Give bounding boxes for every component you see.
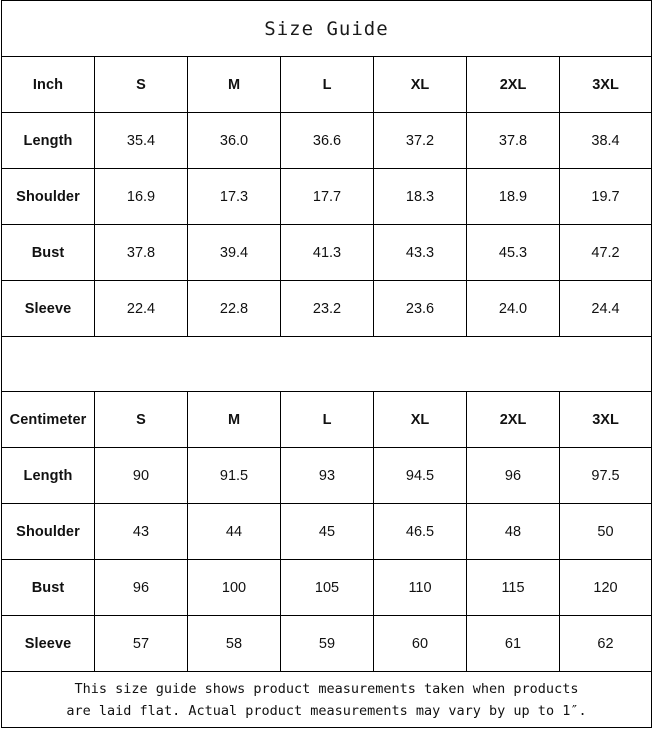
inch-length-s: 35.4 <box>95 113 188 168</box>
cm-bust-xl: 110 <box>374 560 467 615</box>
cm-row-label-sleeve: Sleeve <box>2 616 95 671</box>
inch-shoulder-l: 17.7 <box>281 169 374 224</box>
cm-row-label-bust: Bust <box>2 560 95 615</box>
cm-row-label-shoulder: Shoulder <box>2 504 95 559</box>
cm-sleeve-l: 59 <box>281 616 374 671</box>
page-title: Size Guide <box>264 17 389 40</box>
cm-size-header-s: S <box>95 392 188 447</box>
inch-length-l: 36.6 <box>281 113 374 168</box>
cm-row-label-length: Length <box>2 448 95 503</box>
cm-shoulder-m: 44 <box>188 504 281 559</box>
footer-note-line-2: are laid flat. Actual product measuremen… <box>66 702 587 719</box>
inch-size-header-m: M <box>188 57 281 112</box>
table-row: Shoulder 43 44 45 46.5 48 50 <box>2 504 651 560</box>
cm-bust-3xl: 120 <box>593 579 618 596</box>
inch-shoulder-2xl: 18.9 <box>467 169 560 224</box>
inch-bust-m: 39.4 <box>188 225 281 280</box>
cm-size-header-2xl: 2XL <box>467 392 560 447</box>
inch-length-m: 36.0 <box>188 113 281 168</box>
inch-sleeve-l: 23.2 <box>281 281 374 336</box>
inch-size-header-l: L <box>281 57 374 112</box>
table-row: Sleeve 22.4 22.8 23.2 23.6 24.0 24.4 <box>2 281 651 337</box>
cm-size-header-l: L <box>281 392 374 447</box>
cm-bust-m: 100 <box>188 560 281 615</box>
inch-size-header-3xl: 3XL <box>592 76 619 93</box>
cm-bust-s: 96 <box>95 560 188 615</box>
cm-bust-2xl: 115 <box>467 560 560 615</box>
inch-bust-s: 37.8 <box>95 225 188 280</box>
table-row: Length 90 91.5 93 94.5 96 97.5 <box>2 448 651 504</box>
cm-length-l: 93 <box>281 448 374 503</box>
inch-sleeve-m: 22.8 <box>188 281 281 336</box>
inch-length-xl: 37.2 <box>374 113 467 168</box>
table-row: Bust 37.8 39.4 41.3 43.3 45.3 47.2 <box>2 225 651 281</box>
cm-size-header-m: M <box>188 392 281 447</box>
cm-shoulder-s: 43 <box>95 504 188 559</box>
table-row: Shoulder 16.9 17.3 17.7 18.3 18.9 19.7 <box>2 169 651 225</box>
cm-sleeve-3xl: 62 <box>597 635 614 652</box>
cm-length-2xl: 96 <box>467 448 560 503</box>
cm-size-header-3xl: 3XL <box>592 411 619 428</box>
inch-unit-label: Inch <box>2 57 95 112</box>
inch-row-label-shoulder: Shoulder <box>2 169 95 224</box>
inch-shoulder-3xl: 19.7 <box>591 188 620 205</box>
centimeter-header-row: Centimeter S M L XL 2XL 3XL <box>2 392 651 448</box>
cm-length-s: 90 <box>95 448 188 503</box>
inch-sleeve-3xl: 24.4 <box>591 300 620 317</box>
table-row: Bust 96 100 105 110 115 120 <box>2 560 651 616</box>
table-spacer-row <box>2 337 651 392</box>
cm-bust-l: 105 <box>281 560 374 615</box>
inch-shoulder-s: 16.9 <box>95 169 188 224</box>
inch-bust-xl: 43.3 <box>374 225 467 280</box>
inch-size-header-xl: XL <box>374 57 467 112</box>
inch-bust-2xl: 45.3 <box>467 225 560 280</box>
cm-sleeve-m: 58 <box>188 616 281 671</box>
inch-size-header-2xl: 2XL <box>467 57 560 112</box>
cm-length-3xl: 97.5 <box>591 467 620 484</box>
inch-row-label-bust: Bust <box>2 225 95 280</box>
cm-sleeve-2xl: 61 <box>467 616 560 671</box>
cm-shoulder-2xl: 48 <box>467 504 560 559</box>
cm-length-m: 91.5 <box>188 448 281 503</box>
footer-note: This size guide shows product measuremen… <box>2 672 651 727</box>
cm-size-header-xl: XL <box>374 392 467 447</box>
inch-size-header-s: S <box>95 57 188 112</box>
inch-row-label-length: Length <box>2 113 95 168</box>
cm-shoulder-l: 45 <box>281 504 374 559</box>
inch-length-3xl: 38.4 <box>591 132 620 149</box>
centimeter-unit-label: Centimeter <box>2 392 95 447</box>
inch-row-label-sleeve: Sleeve <box>2 281 95 336</box>
inch-header-row: Inch S M L XL 2XL 3XL <box>2 57 651 113</box>
inch-sleeve-xl: 23.6 <box>374 281 467 336</box>
table-row: Sleeve 57 58 59 60 61 62 <box>2 616 651 672</box>
inch-bust-l: 41.3 <box>281 225 374 280</box>
inch-shoulder-xl: 18.3 <box>374 169 467 224</box>
cm-sleeve-s: 57 <box>95 616 188 671</box>
inch-length-2xl: 37.8 <box>467 113 560 168</box>
cm-shoulder-xl: 46.5 <box>374 504 467 559</box>
inch-sleeve-2xl: 24.0 <box>467 281 560 336</box>
inch-shoulder-m: 17.3 <box>188 169 281 224</box>
table-row: Length 35.4 36.0 36.6 37.2 37.8 38.4 <box>2 113 651 169</box>
cm-sleeve-xl: 60 <box>374 616 467 671</box>
inch-sleeve-s: 22.4 <box>95 281 188 336</box>
cm-length-xl: 94.5 <box>374 448 467 503</box>
inch-bust-3xl: 47.2 <box>591 244 620 261</box>
cm-shoulder-3xl: 50 <box>597 523 614 540</box>
size-guide-title-row: Size Guide <box>2 1 651 57</box>
footer-note-line-1: This size guide shows product measuremen… <box>74 680 579 697</box>
